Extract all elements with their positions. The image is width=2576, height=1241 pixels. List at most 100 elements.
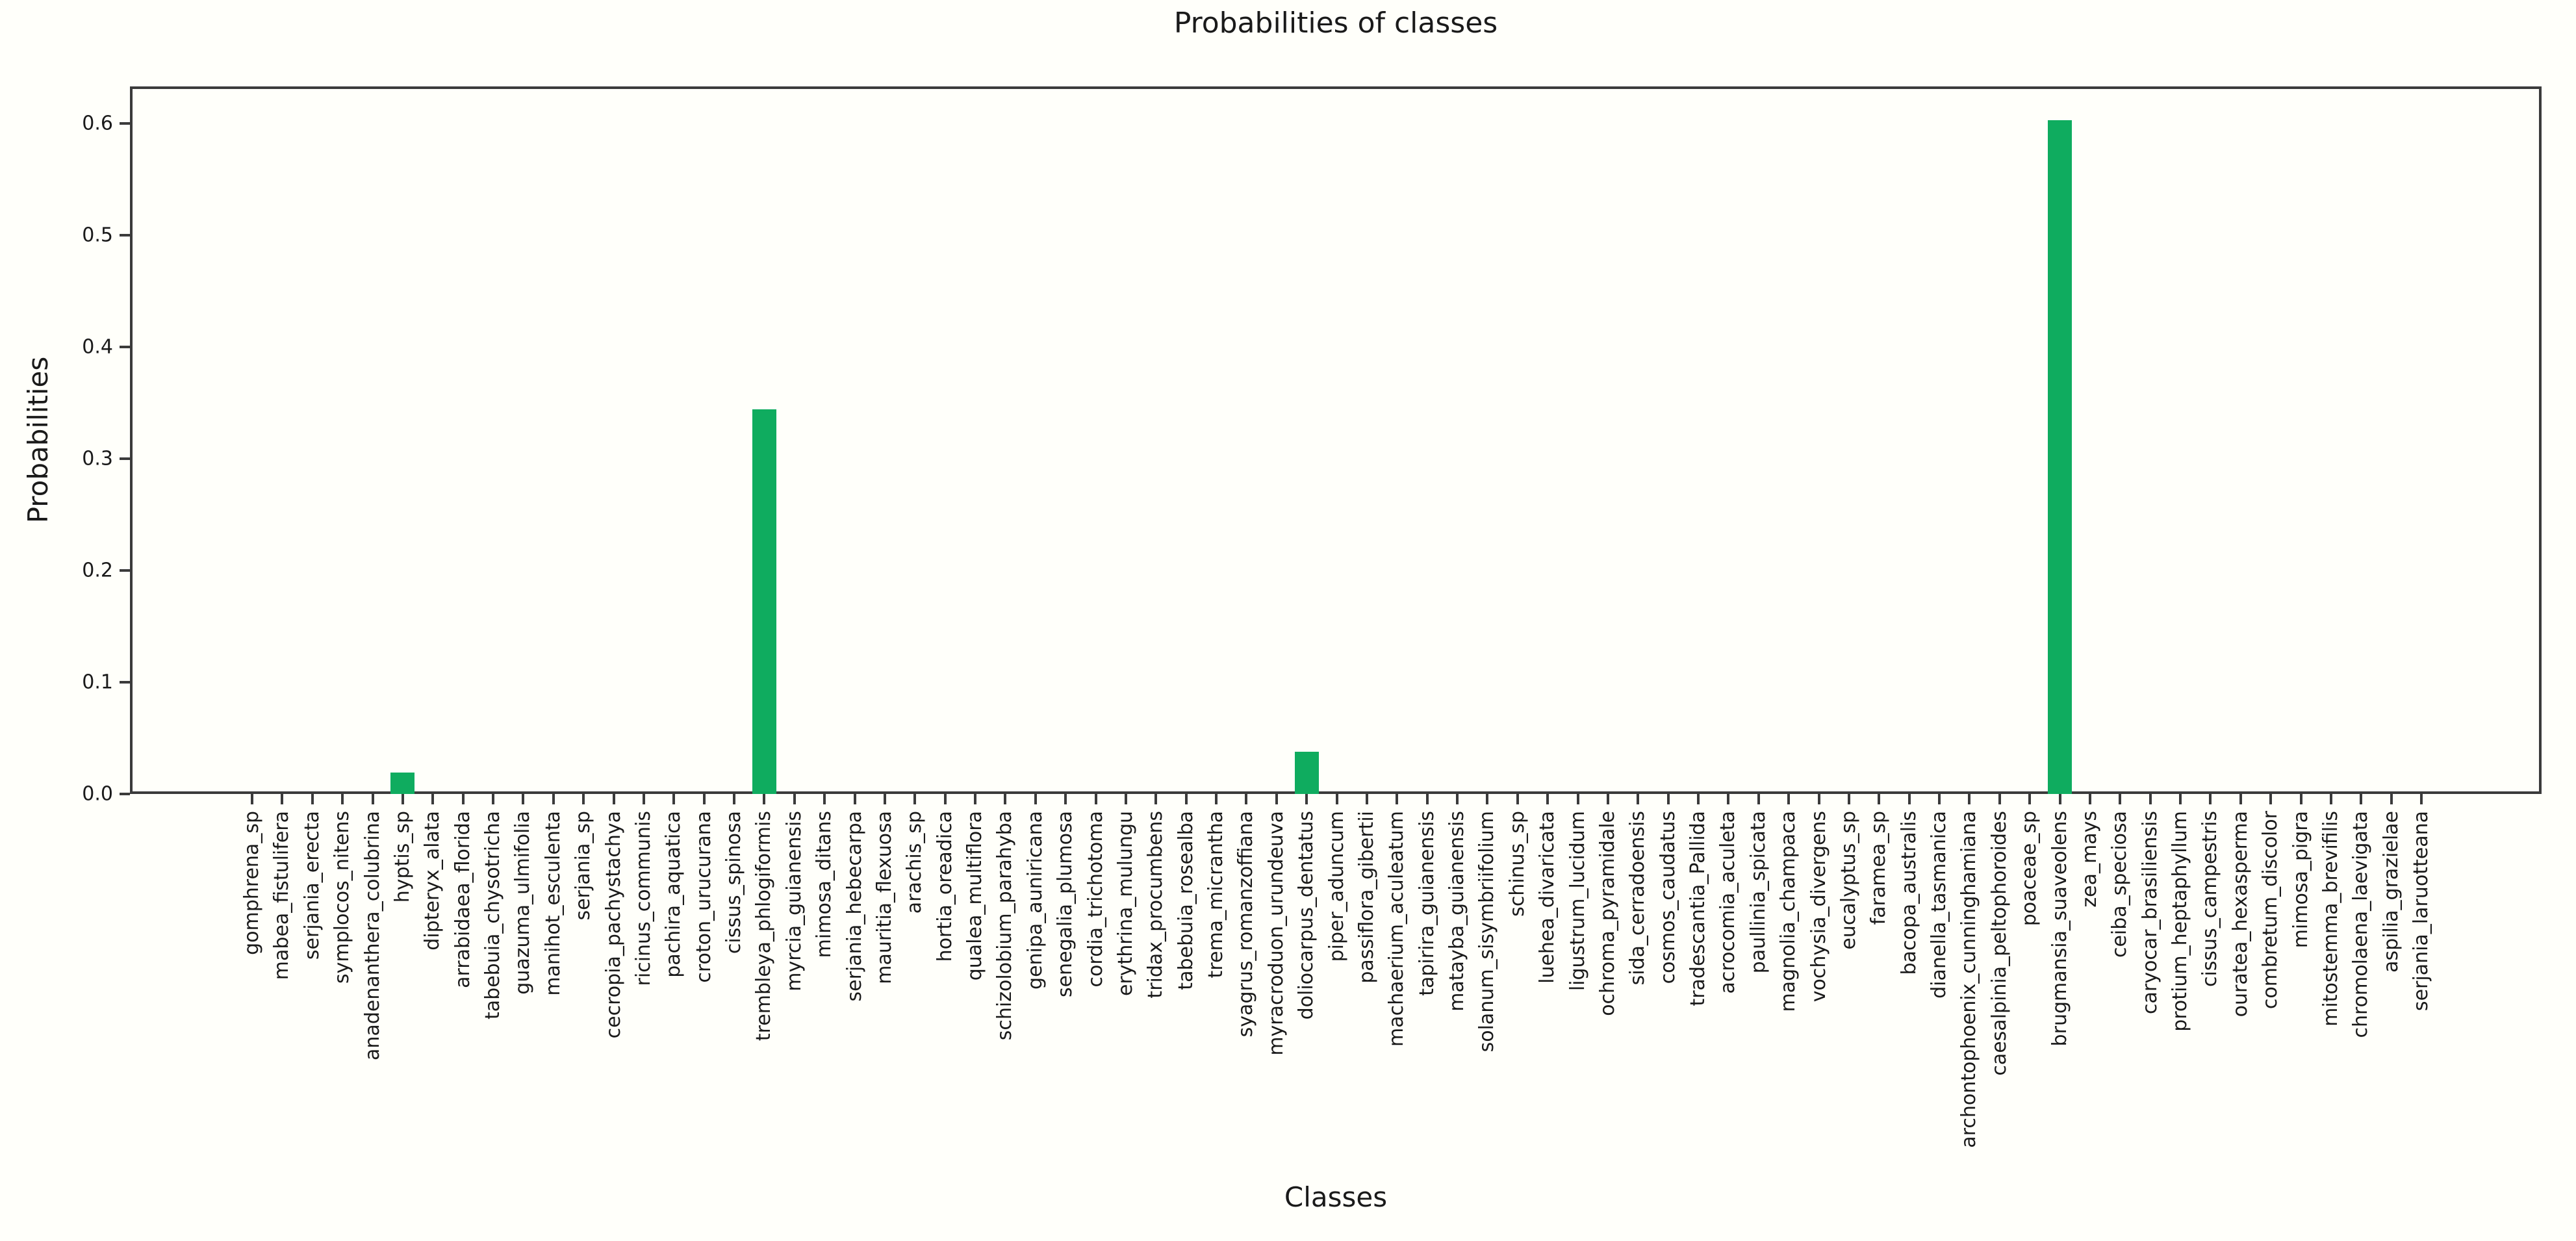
x-tick-mark (1938, 794, 1941, 804)
x-tick-mark (401, 794, 404, 804)
x-tick-label: sida_cerradoensis (1626, 811, 1650, 986)
x-tick-label: chromolaena_laevigata (2349, 811, 2373, 1038)
x-tick-label: syagrus_romanzoffiana (1234, 811, 1258, 1038)
x-tick-label: passiflora_gibertii (1355, 811, 1378, 984)
plot-area (130, 86, 2542, 794)
x-tick-mark (913, 794, 917, 804)
x-tick-label: symplocos_nitens (331, 811, 354, 984)
x-tick-label: anadenanthera_colubrina (361, 811, 384, 1060)
x-tick-mark (2179, 794, 2182, 804)
x-tick-label: cecropia_pachystachya (602, 811, 625, 1039)
y-tick-label: 0.2 (82, 559, 113, 582)
x-tick-label: matayba_guianensis (1446, 811, 1468, 1012)
x-tick-label: mimosa_pigra (2289, 811, 2312, 949)
x-tick-label: gomphrena_sp (240, 811, 263, 955)
x-tick-label: solanum_sisymbriifolium (1475, 811, 1499, 1053)
y-tick-mark (120, 569, 130, 572)
x-tick-label: bacopa_australis (1897, 811, 1920, 975)
y-tick-mark (120, 122, 130, 125)
x-tick-label: qualea_multiflora (963, 811, 986, 981)
x-tick-mark (883, 794, 886, 804)
x-tick-label: serjania_sp (572, 811, 595, 921)
x-tick-mark (1998, 794, 2001, 804)
x-tick-label: tabebuia_rosealba (1174, 811, 1197, 990)
x-tick-mark (1034, 794, 1037, 804)
x-tick-label: combretum_discolor (2259, 811, 2282, 1010)
x-tick-mark (552, 794, 555, 804)
x-tick-mark (2420, 794, 2423, 804)
x-tick-mark (1004, 794, 1007, 804)
x-tick-mark (672, 794, 676, 804)
x-tick-label: cissus_campestris (2199, 811, 2222, 988)
x-tick-mark (702, 794, 706, 804)
x-tick-label: arrabidaea_florida (451, 811, 474, 988)
x-tick-mark (341, 794, 344, 804)
y-tick-label: 0.3 (82, 447, 113, 470)
x-tick-mark (1787, 794, 1791, 804)
x-tick-label: ochroma_pyramidale (1596, 811, 1619, 1016)
x-tick-label: erythrina_mulungu (1114, 811, 1137, 997)
x-tick-mark (1666, 794, 1670, 804)
y-tick-label: 0.6 (82, 112, 113, 135)
x-tick-mark (1727, 794, 1730, 804)
x-tick-label: piper_aduncum (1325, 811, 1348, 962)
x-tick-label: mitostemma_brevifilis (2319, 811, 2342, 1027)
x-tick-mark (2058, 794, 2061, 804)
bar-hyptis_sp (390, 773, 415, 794)
x-tick-label: doliocarpus_dentatus (1295, 811, 1318, 1020)
x-tick-label: caryocar_brasiliensis (2138, 811, 2162, 1014)
y-tick-mark (120, 233, 130, 237)
x-tick-mark (1606, 794, 1609, 804)
x-tick-mark (1456, 794, 1459, 804)
x-tick-mark (1907, 794, 1911, 804)
x-tick-label: tradescantia_Pallida (1687, 811, 1709, 1006)
x-tick-label: acrocomia_aculeta (1716, 811, 1740, 994)
x-tick-mark (2119, 794, 2122, 804)
x-tick-mark (431, 794, 435, 804)
x-tick-mark (1847, 794, 1850, 804)
x-tick-label: zea_mays (2078, 811, 2101, 908)
x-tick-label: schinus_sp (1505, 811, 1529, 917)
x-tick-mark (1064, 794, 1067, 804)
bar-trembleya_phlogiformis (752, 409, 776, 794)
x-tick-label: hyptis_sp (390, 811, 414, 903)
x-tick-label: magnolia_champaca (1777, 811, 1800, 1012)
x-tick-mark (1184, 794, 1188, 804)
x-tick-mark (642, 794, 645, 804)
x-tick-label: tapirira_guianensis (1415, 811, 1438, 996)
x-tick-label: luehea_divaricata (1536, 811, 1559, 984)
x-tick-label: trembleya_phlogiformis (752, 811, 776, 1042)
bar-brugmansia_suaveolens (2048, 120, 2072, 794)
x-tick-mark (522, 794, 525, 804)
x-tick-label: tabebuia_chysotricha (481, 811, 504, 1019)
y-tick-label: 0.5 (82, 224, 113, 247)
x-tick-mark (1637, 794, 1640, 804)
x-tick-mark (2028, 794, 2032, 804)
x-tick-mark (793, 794, 796, 804)
x-tick-label: poaceae_sp (2018, 811, 2041, 927)
x-tick-label: caesalpinia_peltophoroides (1987, 811, 2011, 1076)
x-tick-mark (1425, 794, 1429, 804)
x-tick-mark (1335, 794, 1338, 804)
x-tick-mark (1516, 794, 1519, 804)
x-tick-label: mimosa_ditans (813, 811, 836, 958)
x-tick-mark (823, 794, 826, 804)
x-tick-mark (1215, 794, 1218, 804)
y-tick-label: 0.4 (82, 335, 113, 359)
x-tick-mark (1275, 794, 1278, 804)
x-axis-label: Classes (1284, 1181, 1388, 1213)
x-tick-mark (251, 794, 253, 804)
x-tick-label: faramea_sp (1867, 811, 1891, 925)
x-tick-mark (461, 794, 465, 804)
x-tick-mark (2239, 794, 2242, 804)
x-tick-mark (1757, 794, 1760, 804)
x-tick-label: serjania_laruotteana (2410, 811, 2432, 1012)
x-tick-mark (281, 794, 284, 804)
x-tick-mark (1486, 794, 1489, 804)
x-tick-mark (1546, 794, 1549, 804)
x-tick-mark (1817, 794, 1820, 804)
x-tick-label: aspilia_grazielae (2379, 811, 2403, 973)
x-tick-mark (2149, 794, 2152, 804)
x-tick-mark (2269, 794, 2273, 804)
x-tick-label: schizolobium_parahyba (993, 811, 1017, 1041)
